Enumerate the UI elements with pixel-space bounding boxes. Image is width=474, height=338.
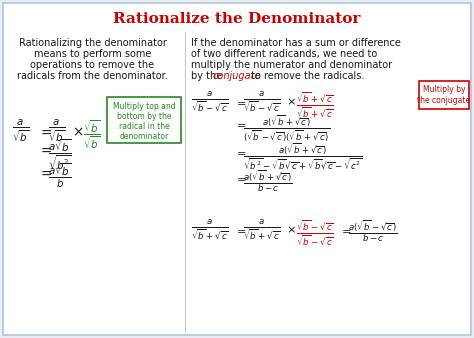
- Text: means to perform some: means to perform some: [34, 49, 151, 59]
- Text: $\frac{\sqrt{b}}{\sqrt{b}}$: $\frac{\sqrt{b}}{\sqrt{b}}$: [83, 118, 100, 151]
- Text: conjugate: conjugate: [213, 71, 262, 81]
- Text: $=$: $=$: [38, 166, 53, 180]
- Text: $\frac{a\sqrt{b}}{\sqrt{b^2}}$: $\frac{a\sqrt{b}}{\sqrt{b^2}}$: [48, 138, 72, 172]
- Text: $\frac{a(\sqrt{b}+\sqrt{c})}{b-c}$: $\frac{a(\sqrt{b}+\sqrt{c})}{b-c}$: [243, 168, 293, 194]
- Text: $\frac{a(\sqrt{b}-\sqrt{c})}{b-c}$: $\frac{a(\sqrt{b}-\sqrt{c})}{b-c}$: [348, 218, 398, 244]
- FancyBboxPatch shape: [419, 81, 469, 109]
- Text: $=$: $=$: [339, 225, 352, 235]
- Text: $\frac{a(\sqrt{b}+\sqrt{c})}{\sqrt{b^2}-\sqrt{b}\sqrt{c}+\sqrt{b}\sqrt{c}-\sqrt{: $\frac{a(\sqrt{b}+\sqrt{c})}{\sqrt{b^2}-…: [243, 142, 363, 172]
- Text: $\frac{\sqrt{b}-\sqrt{c}}{\sqrt{b}-\sqrt{c}}$: $\frac{\sqrt{b}-\sqrt{c}}{\sqrt{b}-\sqrt…: [296, 218, 334, 247]
- Text: $\frac{\sqrt{b}+\sqrt{c}}{\sqrt{b}+\sqrt{c}}$: $\frac{\sqrt{b}+\sqrt{c}}{\sqrt{b}+\sqrt…: [296, 90, 334, 119]
- Text: the conjugate: the conjugate: [418, 96, 471, 105]
- Text: of two different radicands, we need to: of two different radicands, we need to: [191, 49, 377, 59]
- Text: $\frac{a}{\sqrt{b}}$: $\frac{a}{\sqrt{b}}$: [12, 118, 29, 145]
- Text: $\times$: $\times$: [72, 125, 83, 139]
- FancyBboxPatch shape: [107, 97, 181, 143]
- Text: $\frac{a(\sqrt{b}+\sqrt{c})}{(\sqrt{b}-\sqrt{c})(\sqrt{b}+\sqrt{c})}$: $\frac{a(\sqrt{b}+\sqrt{c})}{(\sqrt{b}-\…: [243, 114, 330, 144]
- Text: If the denominator has a sum or difference: If the denominator has a sum or differen…: [191, 38, 401, 48]
- Text: Rationalize the Denominator: Rationalize the Denominator: [113, 12, 361, 26]
- Text: $\frac{a}{\sqrt{b}-\sqrt{c}}$: $\frac{a}{\sqrt{b}-\sqrt{c}}$: [243, 90, 281, 113]
- Text: $=$: $=$: [234, 119, 246, 129]
- Text: $=$: $=$: [234, 97, 246, 107]
- Text: $=$: $=$: [234, 173, 246, 183]
- Text: bottom by the: bottom by the: [117, 112, 171, 121]
- Text: multiply the numerator and denominator: multiply the numerator and denominator: [191, 60, 392, 70]
- Text: $\frac{a\sqrt{b}}{b}$: $\frac{a\sqrt{b}}{b}$: [48, 161, 72, 190]
- Text: $\frac{a}{\sqrt{b}+\sqrt{c}}$: $\frac{a}{\sqrt{b}+\sqrt{c}}$: [191, 218, 229, 241]
- Text: Multiply by: Multiply by: [423, 85, 465, 94]
- Text: radical in the: radical in the: [118, 122, 169, 131]
- Text: $\frac{a}{\sqrt{b}+\sqrt{c}}$: $\frac{a}{\sqrt{b}+\sqrt{c}}$: [243, 218, 281, 241]
- Text: by the: by the: [191, 71, 225, 81]
- Text: $\frac{a}{\sqrt{b}-\sqrt{c}}$: $\frac{a}{\sqrt{b}-\sqrt{c}}$: [191, 90, 229, 113]
- Text: $=$: $=$: [38, 125, 53, 139]
- Text: $=$: $=$: [234, 225, 246, 235]
- Text: Multiply top and: Multiply top and: [113, 102, 175, 111]
- Text: denominator: denominator: [119, 132, 169, 141]
- Text: operations to remove the: operations to remove the: [30, 60, 155, 70]
- Text: $=$: $=$: [234, 147, 246, 157]
- Text: $\frac{a}{\sqrt{b}}$: $\frac{a}{\sqrt{b}}$: [48, 118, 65, 145]
- FancyBboxPatch shape: [3, 3, 471, 335]
- Text: Rationalizing the denominator: Rationalizing the denominator: [18, 38, 166, 48]
- Text: $\times$: $\times$: [286, 97, 296, 107]
- Text: to remove the radicals.: to remove the radicals.: [248, 71, 365, 81]
- Text: radicals from the denominator.: radicals from the denominator.: [17, 71, 168, 81]
- Text: $\times$: $\times$: [286, 225, 296, 235]
- Text: $=$: $=$: [38, 143, 53, 157]
